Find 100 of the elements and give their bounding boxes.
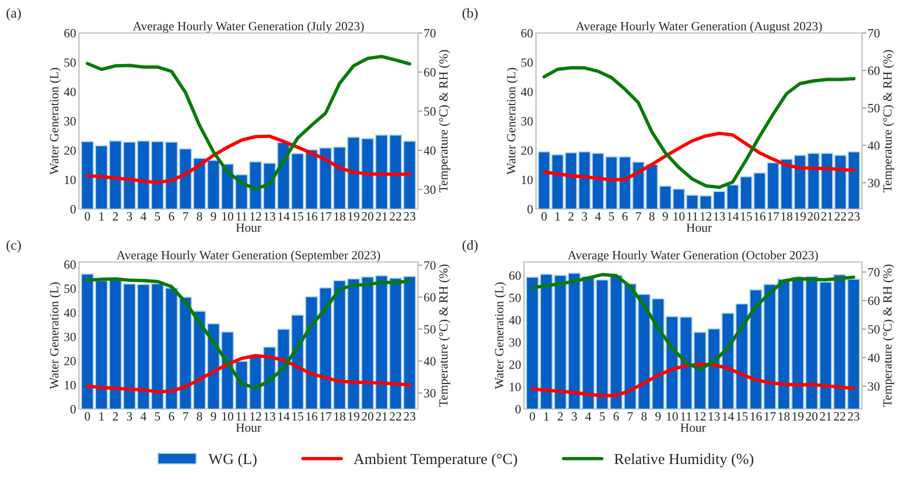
y2-tick-label: 70 <box>424 261 436 270</box>
y-tick-label: 10 <box>510 382 521 392</box>
y-tick-label: 20 <box>64 146 76 155</box>
x-tick-label: 2 <box>112 212 118 220</box>
x-tick-label: 2 <box>568 212 574 220</box>
x-tick-label: 4 <box>595 212 601 220</box>
x-tick-label: 14 <box>278 412 290 420</box>
chart-title: Average Hourly Water Generation (October 2023) <box>568 250 818 262</box>
y2-tick-label: 40 <box>868 354 880 362</box>
x-tick-label: 11 <box>236 412 247 420</box>
line-series <box>86 277 412 390</box>
x-tick-label: 9 <box>210 412 216 421</box>
x-tick-label: 8 <box>649 212 654 221</box>
x-axis-title: Hour <box>680 424 706 432</box>
x-tick-label: 10 <box>666 412 678 421</box>
x-tick-label: 12 <box>250 412 262 420</box>
line-series <box>542 66 856 189</box>
x-tick-label: 23 <box>848 412 860 421</box>
x-tick-label: 1 <box>544 412 549 420</box>
x-tick-label: 3 <box>572 412 577 421</box>
y2-tick-label: 60 <box>868 296 880 305</box>
y2-tick-label: 70 <box>868 268 880 276</box>
y-tick-label: 10 <box>522 176 533 184</box>
x-tick-label: 10 <box>222 212 234 221</box>
x-tick-label: 6 <box>168 412 174 421</box>
y-tick-label: 60 <box>64 260 76 269</box>
y2-axis-title: Temperature (°C) & RH (%) <box>882 264 894 407</box>
x-tick-label: 23 <box>848 212 860 221</box>
x-tick-label: 12 <box>250 212 262 220</box>
x-tick-label: 1 <box>556 212 560 220</box>
y2-axis-title: Temperature (°C) & RH (%) <box>438 50 450 192</box>
x-tick-label: 7 <box>183 412 188 420</box>
x-tick-label: 20 <box>806 412 818 421</box>
y2-tick-label: 30 <box>868 382 880 391</box>
x-axis-title: Hour <box>236 224 262 232</box>
x-tick-label: 19 <box>794 212 806 221</box>
y-tick-label: 50 <box>64 58 76 67</box>
x-tick-label: 21 <box>376 412 388 420</box>
x-tick-label: 9 <box>210 212 216 221</box>
x-tick-label: 8 <box>196 412 202 421</box>
x-tick-label: 2 <box>112 412 118 420</box>
x-tick-label: 5 <box>609 212 614 221</box>
x-tick-label: 23 <box>404 412 416 421</box>
x-tick-label: 17 <box>764 412 776 420</box>
x-tick-label: 15 <box>736 412 748 421</box>
y-tick-label: 60 <box>509 271 521 280</box>
chart-title: Average Hourly Water Generation (September 2023) <box>116 250 380 262</box>
x-tick-label: 13 <box>714 212 725 221</box>
x-tick-label: 22 <box>390 212 402 220</box>
x-tick-label: 15 <box>292 212 304 221</box>
y2-tick-label: 50 <box>868 325 880 334</box>
x-tick-label: 1 <box>99 412 104 420</box>
text: (a) <box>6 8 21 21</box>
x-tick-label: 19 <box>792 412 804 421</box>
x-tick-label: 3 <box>126 212 132 221</box>
x-tick-label: 17 <box>768 212 779 220</box>
x-tick-label: 15 <box>292 412 304 421</box>
y-tick-label: 20 <box>509 360 521 369</box>
x-tick-label: 21 <box>821 212 832 220</box>
y-tick-label: 0 <box>515 405 521 414</box>
y-tick-label: 20 <box>64 356 76 366</box>
x-tick-label: 18 <box>778 412 790 421</box>
y2-tick-label: 60 <box>424 293 436 302</box>
x-tick-label: 22 <box>834 212 846 220</box>
y2-tick-label: 50 <box>424 107 436 116</box>
x-tick-label: 18 <box>334 212 346 221</box>
y-tick-label: 0 <box>70 405 76 414</box>
line-series <box>530 272 856 371</box>
x-tick-label: 12 <box>694 412 706 420</box>
x-tick-label: 7 <box>628 412 633 420</box>
x-tick-label: 3 <box>126 412 132 421</box>
y2-axis-title: Temperature (°C) & RH (%) <box>438 264 450 407</box>
x-tick-label: 22 <box>390 412 402 420</box>
y-tick-label: 50 <box>509 294 521 302</box>
y-axis-title: Water Generation (L) <box>494 282 506 390</box>
y-axis-title: Water Generation (L) <box>50 282 61 390</box>
x-tick-label: 14 <box>728 212 739 220</box>
x-tick-label: 16 <box>750 412 762 421</box>
legend-label: WG (L) <box>208 453 257 468</box>
line-series <box>86 354 412 394</box>
x-tick-label: 5 <box>600 412 605 421</box>
x-tick-label: 13 <box>264 212 276 221</box>
text: (d) <box>462 240 478 253</box>
y2-axis-title: Temperature (°C) & RH (%) <box>882 50 894 192</box>
x-tick-label: 11 <box>681 412 692 420</box>
line-series <box>530 362 856 398</box>
x-tick-label: 22 <box>834 412 846 420</box>
x-tick-label: 17 <box>320 412 332 420</box>
y2-tick-label: 70 <box>424 29 436 38</box>
y2-tick-label: 50 <box>424 325 436 334</box>
x-tick-label: 2 <box>558 412 563 420</box>
x-tick-label: 16 <box>754 212 766 221</box>
x-tick-label: 16 <box>306 212 318 221</box>
x-tick-label: 6 <box>614 412 619 421</box>
legend-label: Ambient Temperature (°C) <box>354 453 518 468</box>
x-tick-label: 5 <box>155 412 160 421</box>
x-tick-label: 8 <box>641 412 647 421</box>
y2-tick-label: 60 <box>868 66 880 75</box>
text: (c) <box>6 240 21 253</box>
y-tick-label: 50 <box>64 284 76 293</box>
